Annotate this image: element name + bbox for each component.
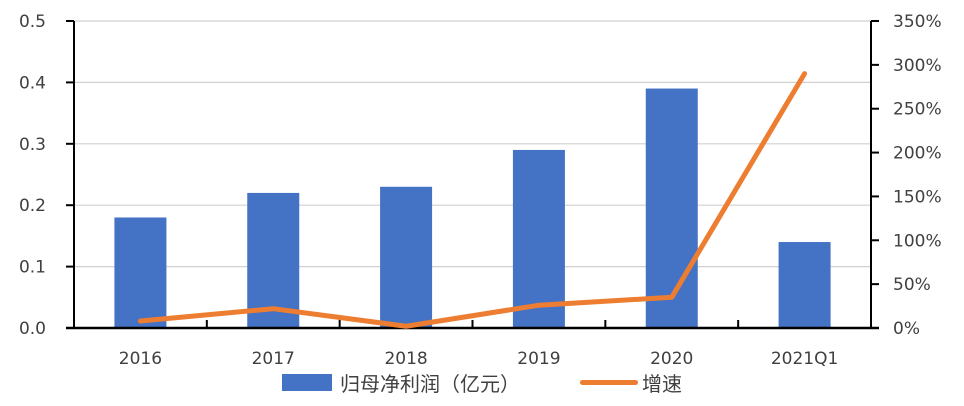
right-axis-label: 0% [893, 319, 920, 339]
legend: 归母净利润（亿元） 增速 [0, 368, 964, 397]
x-axis-label: 2020 [650, 349, 693, 369]
x-axis-label: 2019 [517, 349, 560, 369]
x-axis-label: 2017 [252, 349, 295, 369]
bar-swatch-icon [282, 374, 332, 391]
legend-item-net-profit: 归母净利润（亿元） [282, 368, 520, 397]
legend-label-net-profit: 归母净利润（亿元） [340, 372, 520, 396]
bar-2018 [380, 186, 433, 328]
left-axis-label: 0.3 [19, 135, 46, 155]
left-axis-label: 0.5 [19, 12, 46, 32]
legend-item-growth: 增速 [580, 368, 682, 397]
x-axis-label: 2018 [384, 349, 427, 369]
right-axis-label: 100% [893, 231, 942, 251]
bar-2019 [512, 149, 565, 328]
right-axis-label: 200% [893, 144, 942, 164]
bar-2017 [247, 192, 300, 328]
legend-label-growth: 增速 [642, 372, 682, 396]
bar-2021Q1 [778, 242, 831, 328]
right-axis-label: 50% [893, 275, 931, 295]
line-swatch-icon [580, 380, 638, 385]
left-axis-label: 0.4 [19, 73, 46, 93]
left-axis-label: 0.1 [19, 258, 46, 278]
bar-2020 [645, 88, 698, 328]
left-axis-label: 0.0 [19, 319, 46, 339]
x-axis-label: 2021Q1 [771, 349, 838, 369]
right-axis-label: 300% [893, 56, 942, 76]
growth-line [137, 71, 808, 329]
x-axis-label: 2016 [119, 349, 162, 369]
right-axis-label: 250% [893, 100, 942, 120]
left-axis-label: 0.2 [19, 196, 46, 216]
right-axis-label: 150% [893, 187, 942, 207]
right-axis-label: 350% [893, 12, 942, 32]
bar-2016 [114, 217, 167, 328]
